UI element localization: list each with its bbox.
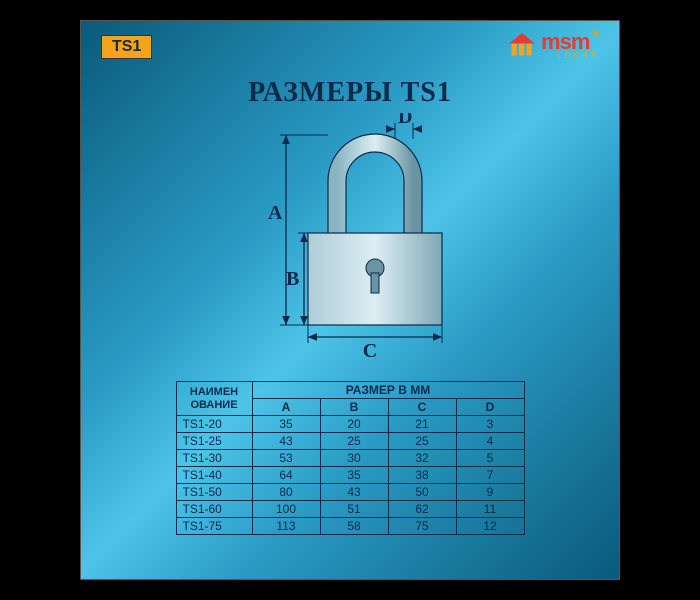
col-b: B [320, 399, 388, 416]
table-row: TS1-305330325 [176, 450, 524, 467]
cell-value: 51 [320, 501, 388, 518]
cell-value: 43 [320, 484, 388, 501]
cell-value: 20 [320, 416, 388, 433]
cell-value: 30 [320, 450, 388, 467]
cell-value: 12 [456, 518, 524, 535]
cell-name: TS1-40 [176, 467, 252, 484]
cell-name: TS1-60 [176, 501, 252, 518]
label-a: A [268, 202, 283, 224]
cell-value: 80 [252, 484, 320, 501]
col-a: A [252, 399, 320, 416]
table-row: TS1-406435387 [176, 467, 524, 484]
cell-value: 25 [320, 433, 388, 450]
cell-value: 100 [252, 501, 320, 518]
label-c: C [363, 340, 377, 362]
cell-name: TS1-25 [176, 433, 252, 450]
col-d: D [456, 399, 524, 416]
cell-value: 113 [252, 518, 320, 535]
col-name: НАИМЕН ОВАНИЕ [176, 382, 252, 416]
cell-value: 32 [388, 450, 456, 467]
cell-value: 43 [252, 433, 320, 450]
table-row: TS1-203520213 [176, 416, 524, 433]
cell-value: 3 [456, 416, 524, 433]
table-row: TS1-508043509 [176, 484, 524, 501]
cell-value: 11 [456, 501, 524, 518]
cell-name: TS1-30 [176, 450, 252, 467]
cell-value: 21 [388, 416, 456, 433]
cell-value: 35 [252, 416, 320, 433]
col-group: РАЗМЕР В ММ [252, 382, 524, 399]
diagram-container: A B C D [101, 113, 599, 373]
table-row: TS1-75113587512 [176, 518, 524, 535]
label-d: D [398, 113, 412, 128]
table-row: TS1-254325254 [176, 433, 524, 450]
brand-logo: msm® LOCKS [507, 29, 599, 60]
cell-value: 38 [388, 467, 456, 484]
cell-value: 4 [456, 433, 524, 450]
spec-card: TS1 msm® LOCKS РАЗМЕРЫ TS1 [80, 20, 620, 580]
model-badge: TS1 [101, 35, 152, 59]
page-title: РАЗМЕРЫ TS1 [101, 77, 599, 109]
cell-value: 58 [320, 518, 388, 535]
table-row: TS1-60100516211 [176, 501, 524, 518]
house-icon [507, 30, 537, 60]
cell-name: TS1-75 [176, 518, 252, 535]
cell-value: 7 [456, 467, 524, 484]
cell-name: TS1-20 [176, 416, 252, 433]
cell-value: 9 [456, 484, 524, 501]
cell-value: 25 [388, 433, 456, 450]
cell-value: 62 [388, 501, 456, 518]
padlock-diagram: A B C D [180, 113, 520, 373]
cell-value: 5 [456, 450, 524, 467]
col-c: C [388, 399, 456, 416]
cell-value: 64 [252, 467, 320, 484]
cell-value: 35 [320, 467, 388, 484]
brand-reg: ® [591, 29, 599, 40]
cell-value: 53 [252, 450, 320, 467]
dimensions-table: НАИМЕН ОВАНИЕ РАЗМЕР В ММ ABCD TS1-20352… [176, 381, 525, 535]
label-b: B [286, 268, 299, 290]
cell-name: TS1-50 [176, 484, 252, 501]
cell-value: 50 [388, 484, 456, 501]
topbar: TS1 msm® LOCKS [101, 35, 599, 73]
cell-value: 75 [388, 518, 456, 535]
